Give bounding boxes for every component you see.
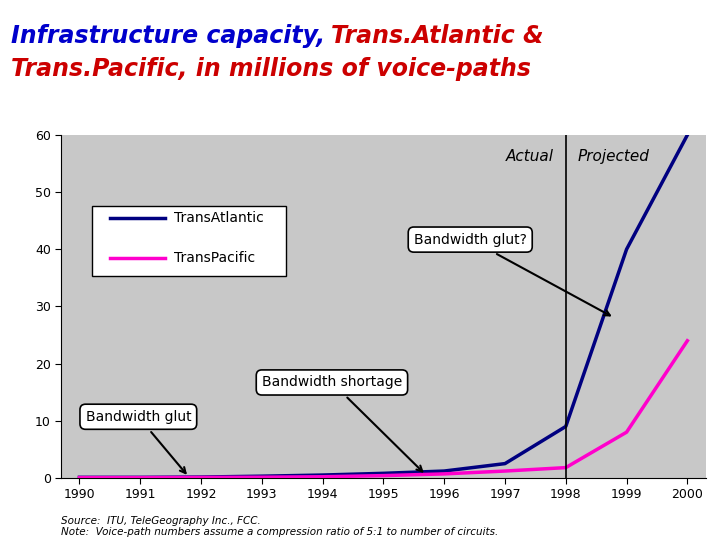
Text: Actual: Actual	[505, 149, 554, 164]
Text: TransAtlantic: TransAtlantic	[174, 211, 264, 225]
Text: Bandwidth glut: Bandwidth glut	[86, 410, 191, 473]
Text: Trans.Pacific, in millions of voice-paths: Trans.Pacific, in millions of voice-path…	[11, 57, 531, 80]
Text: Trans.Atlantic &: Trans.Atlantic &	[331, 24, 544, 48]
Text: Infrastructure capacity,: Infrastructure capacity,	[11, 24, 333, 48]
Text: Source:  ITU, TeleGeography Inc., FCC.
Note:  Voice-path numbers assume a compre: Source: ITU, TeleGeography Inc., FCC. No…	[61, 516, 498, 537]
FancyBboxPatch shape	[91, 206, 286, 275]
Text: Bandwidth shortage: Bandwidth shortage	[262, 375, 423, 471]
Text: Bandwidth glut?: Bandwidth glut?	[414, 233, 610, 315]
Text: TransPacific: TransPacific	[174, 251, 255, 265]
Text: Projected: Projected	[578, 149, 650, 164]
